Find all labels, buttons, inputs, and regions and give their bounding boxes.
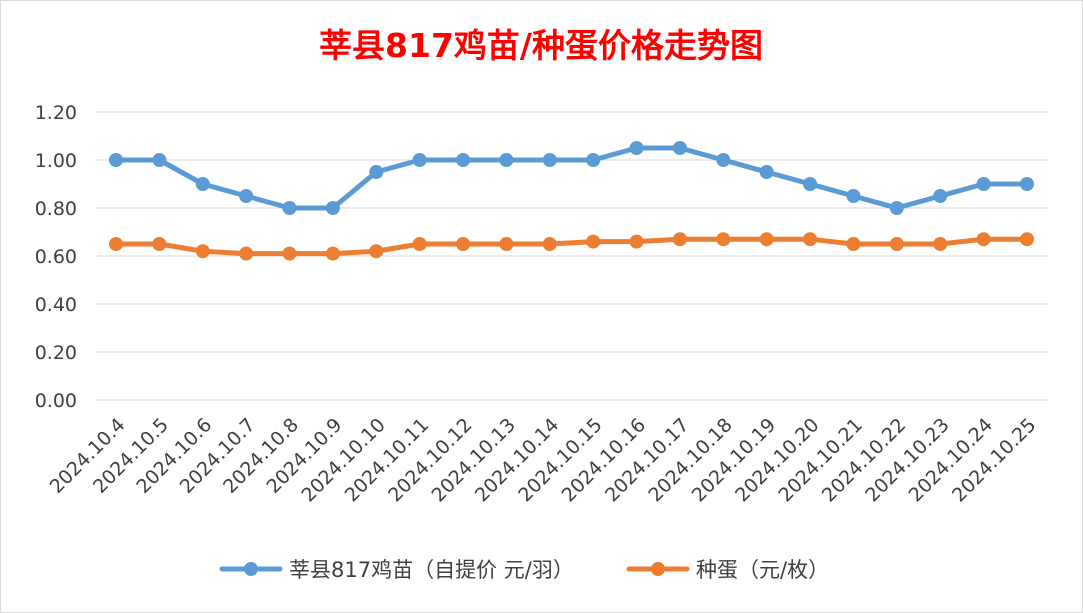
data-point: [325, 201, 340, 215]
data-point: [803, 177, 818, 191]
legend-item: 莘县817鸡苗（自提价 元/羽）: [219, 558, 574, 582]
data-point: [369, 165, 384, 179]
chart-title: 莘县817鸡苗/种蛋价格走势图: [319, 26, 763, 65]
data-point: [195, 244, 210, 259]
data-point: [109, 153, 123, 167]
data-point: [889, 201, 904, 215]
data-point: [542, 237, 557, 251]
data-point: [1019, 177, 1034, 191]
y-tick-label: 0.60: [35, 246, 77, 268]
data-point: [456, 153, 471, 167]
legend-label: 莘县817鸡苗（自提价 元/羽）: [289, 558, 574, 582]
data-point: [933, 189, 948, 203]
series-line: [113, 236, 1030, 257]
data-point: [499, 153, 514, 167]
y-tick-label: 0.00: [35, 390, 77, 412]
data-point: [282, 201, 297, 215]
data-point: [672, 232, 687, 247]
data-point: [412, 153, 427, 167]
legend-swatch-marker: [651, 562, 665, 576]
y-tick-label: 0.40: [35, 294, 77, 316]
data-point: [369, 244, 384, 259]
data-point: [239, 246, 254, 261]
series-layer: [109, 141, 1034, 261]
legend-item: 种蛋（元/枚）: [626, 558, 829, 582]
y-tick-label: 0.20: [35, 342, 77, 364]
data-point: [282, 246, 297, 261]
legend-swatch-marker: [244, 562, 258, 576]
data-point: [499, 237, 514, 251]
legend: 莘县817鸡苗（自提价 元/羽） 种蛋（元/枚）: [219, 558, 829, 582]
data-point: [803, 232, 818, 247]
y-tick-label: 1.00: [35, 150, 77, 172]
series-2: [109, 232, 1034, 261]
data-point: [629, 234, 644, 249]
data-point: [239, 189, 254, 203]
data-point: [456, 237, 471, 251]
y-tick-label: 0.80: [35, 198, 77, 220]
data-point: [152, 153, 167, 167]
data-point: [1019, 232, 1034, 247]
data-point: [976, 232, 991, 247]
data-point: [586, 153, 601, 167]
data-point: [195, 177, 210, 191]
data-point: [629, 141, 644, 155]
data-point: [542, 153, 557, 167]
data-point: [846, 189, 861, 203]
y-tick-label: 1.20: [35, 102, 77, 124]
data-point: [152, 237, 167, 251]
data-point: [586, 234, 601, 249]
series-line: [113, 145, 1030, 211]
series-1: [109, 141, 1034, 215]
data-point: [325, 246, 340, 261]
data-point: [672, 141, 687, 155]
data-point: [759, 165, 774, 179]
data-point: [846, 237, 861, 251]
data-point: [716, 232, 731, 247]
data-point: [716, 153, 731, 167]
y-axis-ticks: 0.00 0.20 0.40 0.60 0.80 1.00 1.20: [35, 102, 77, 412]
data-point: [109, 237, 123, 251]
data-point: [976, 177, 991, 191]
data-point: [412, 237, 427, 251]
data-point: [889, 237, 904, 251]
data-point: [933, 237, 948, 251]
legend-label: 种蛋（元/枚）: [696, 558, 829, 582]
data-point: [759, 232, 774, 247]
